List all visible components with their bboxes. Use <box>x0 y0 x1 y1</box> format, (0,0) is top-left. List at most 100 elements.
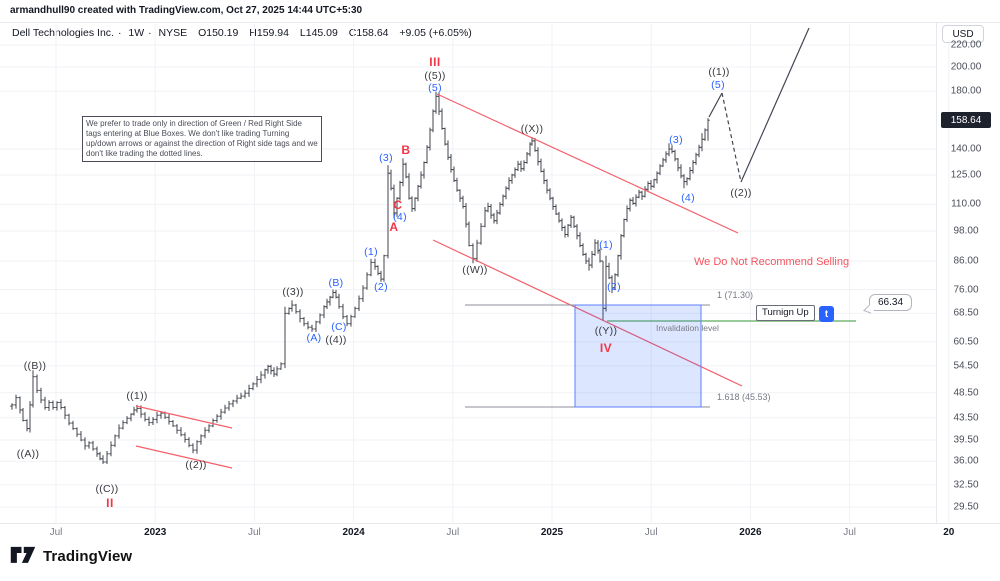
ohlc-bar <box>231 399 235 408</box>
ohlc-close: C158.64 <box>348 27 389 39</box>
price-axis-label: 68.50 <box>953 307 979 319</box>
blue-box-target-zone[interactable] <box>574 304 702 408</box>
symbol-interval: 1W <box>128 27 145 39</box>
wave-label[interactable]: ((A)) <box>16 448 40 460</box>
wave-label[interactable]: ((C)) <box>95 483 119 495</box>
ohlc-bar <box>63 406 67 420</box>
turning-up-tag[interactable]: Turnign Up <box>756 305 815 321</box>
time-axis-label: 2024 <box>342 527 365 538</box>
tradingview-logo[interactable]: TradingView <box>10 546 132 566</box>
ohlc-bar <box>117 424 121 439</box>
ohlc-bar <box>310 324 314 332</box>
price-change: +9.05 (+6.05%) <box>399 27 472 39</box>
wave-label[interactable]: II <box>106 496 114 510</box>
price-callout-66-34[interactable]: 66.34 <box>863 294 913 314</box>
drawn-line[interactable] <box>740 27 810 183</box>
ohlc-bar <box>203 427 207 439</box>
wave-label[interactable]: C <box>393 198 403 212</box>
wave-label[interactable]: ((2)) <box>730 187 752 199</box>
wave-label[interactable]: ((3)) <box>282 286 304 298</box>
drawn-line[interactable] <box>432 239 743 387</box>
ohlc-bar <box>365 272 369 290</box>
ohlc-bar <box>151 417 155 425</box>
wave-label[interactable]: ((4)) <box>325 334 347 346</box>
drawn-line[interactable] <box>135 445 233 469</box>
wave-label[interactable]: ((B)) <box>23 360 47 372</box>
ohlc-bar <box>199 434 203 445</box>
ohlc-open: O150.19 <box>198 27 239 39</box>
ohlc-bar <box>219 408 223 420</box>
wave-label[interactable]: (2) <box>374 281 388 293</box>
price-axis-label: 76.00 <box>953 284 979 295</box>
ohlc-bar <box>105 451 109 464</box>
wave-label[interactable]: ((5)) <box>424 70 446 82</box>
separator-dot: · <box>148 27 152 39</box>
fib-level-1618-label[interactable]: 1.618 (45.53) <box>717 392 771 402</box>
ohlc-bar <box>283 306 287 369</box>
ohlc-bar <box>251 382 255 391</box>
wave-label[interactable]: ((Y)) <box>594 325 618 337</box>
tradingview-t-icon[interactable]: t <box>819 306 834 322</box>
ohlc-bar <box>479 223 483 245</box>
wave-label[interactable]: (C) <box>331 321 347 333</box>
price-axis-label: 220.00 <box>950 39 982 51</box>
time-axis-label: 20 <box>943 527 955 538</box>
time-axis-label: Jul <box>49 527 63 538</box>
drawn-line[interactable] <box>436 93 739 234</box>
ohlc-bar <box>31 370 35 408</box>
ohlc-bar <box>183 432 187 443</box>
wave-label[interactable]: ((2)) <box>185 459 207 471</box>
price-axis-divider <box>936 22 937 523</box>
wave-label[interactable]: III <box>429 55 441 69</box>
wave-label[interactable]: A <box>389 220 399 234</box>
ohlc-bar <box>147 416 151 426</box>
wave-label[interactable]: ((X)) <box>520 123 544 135</box>
ohlc-bar <box>223 404 227 414</box>
wave-label[interactable]: (B) <box>328 277 344 289</box>
wave-label[interactable]: (5) <box>428 82 442 94</box>
wave-label[interactable]: IV <box>599 341 613 355</box>
time-axis-label: Jul <box>446 527 460 538</box>
fib-level-1-label[interactable]: 1 (71.30) <box>717 290 754 300</box>
price-axis-label: 180.00 <box>950 85 982 97</box>
ohlc-bar <box>349 314 353 327</box>
drawn-line[interactable] <box>721 92 742 183</box>
ohlc-bar <box>121 420 125 430</box>
ohlc-bar <box>83 437 87 450</box>
drawn-line[interactable] <box>135 405 233 429</box>
trade-note-box[interactable]: We prefer to trade only in direction of … <box>82 116 322 162</box>
wave-label[interactable]: (1) <box>599 239 613 251</box>
symbol-exchange: NYSE <box>158 27 188 39</box>
wave-label[interactable]: ((1)) <box>708 66 730 78</box>
ohlc-bar <box>101 455 105 464</box>
drawn-line[interactable] <box>708 92 723 118</box>
ohlc-bar <box>290 300 294 312</box>
wave-label[interactable]: (3) <box>669 134 683 146</box>
ohlc-bar <box>10 403 14 410</box>
ohlc-bar <box>306 321 310 330</box>
ohlc-bar <box>187 437 191 448</box>
ohlc-bar <box>91 440 95 451</box>
wave-label[interactable]: (5) <box>711 79 725 91</box>
wave-label[interactable]: (4) <box>393 211 407 223</box>
wave-label[interactable]: (1) <box>364 246 378 258</box>
ohlc-bar <box>55 401 59 411</box>
wave-label[interactable]: (3) <box>379 152 393 164</box>
price-axis-label: 43.50 <box>953 412 979 424</box>
no-sell-note[interactable]: We Do Not Recommend Selling <box>694 256 850 268</box>
ohlc-bar <box>337 293 341 309</box>
invalidation-level-label[interactable]: Invalidation level <box>656 323 719 333</box>
callout-tail <box>863 304 877 314</box>
wave-label[interactable]: (A) <box>306 332 322 344</box>
ohlc-bar <box>167 413 171 425</box>
ohlc-bar <box>341 303 345 320</box>
price-axis-label: 48.50 <box>953 387 979 399</box>
wave-label[interactable]: (4) <box>681 192 695 204</box>
wave-label[interactable]: (2) <box>607 281 621 293</box>
ohlc-bar <box>243 390 247 399</box>
wave-label[interactable]: B <box>401 143 411 157</box>
ohlc-bar <box>51 400 55 410</box>
price-axis-label: 36.00 <box>953 455 979 467</box>
wave-label[interactable]: ((1)) <box>126 390 148 402</box>
wave-label[interactable]: ((W)) <box>462 264 488 276</box>
